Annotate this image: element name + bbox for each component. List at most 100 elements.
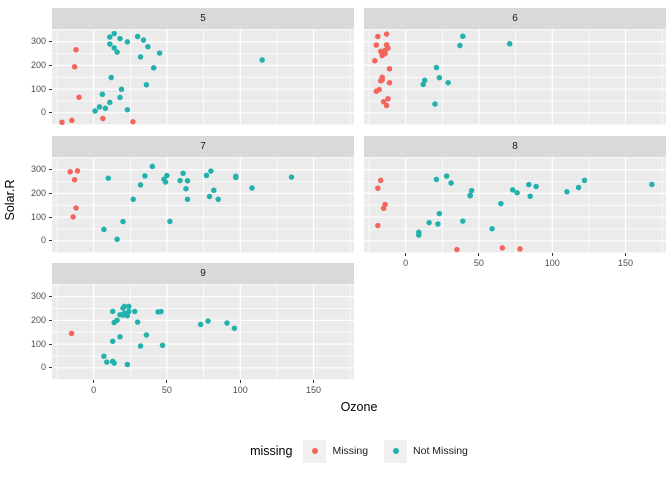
facet-strip: 8 [364,136,666,157]
data-point-not-missing [137,54,144,60]
data-point-not-missing [130,196,136,203]
facet-strip: 6 [364,8,666,29]
data-point-not-missing [259,57,265,63]
data-point-missing [100,115,106,122]
missing-point-swatch [311,448,318,454]
data-point-not-missing [107,34,113,40]
data-point-not-missing [184,196,191,203]
facet-strip: 9 [52,263,354,284]
x-axis-title: Ozone [340,400,378,414]
legend-key-missing [303,439,327,463]
data-point-missing [386,79,393,86]
x-axis-tick [166,380,168,383]
data-point-not-missing [288,174,295,180]
x-axis-tick [313,380,315,383]
data-point-not-missing [211,187,217,194]
data-point-not-missing [533,183,539,190]
data-point-missing [76,94,82,100]
facet-panel [52,29,354,125]
data-point-missing [385,45,391,51]
y-axis-tick [49,240,52,242]
data-point-not-missing [102,105,109,112]
y-axis-tick [49,367,52,369]
facet-7: 7 0 100 200 300 [31,136,354,253]
y-axis-tick-label: 100 [30,338,46,349]
data-point-not-missing [104,359,110,365]
data-point-not-missing [111,30,117,37]
data-point-not-missing [159,342,166,349]
data-point-missing [517,246,523,252]
data-point-not-missing [120,312,126,318]
data-point-not-missing [149,163,156,170]
data-point-not-missing [143,332,150,338]
data-point-not-missing [526,181,532,188]
data-point-not-missing [426,219,432,226]
data-point-not-missing [432,101,438,107]
data-point-not-missing [506,41,513,47]
y-axis-tick [49,343,52,345]
y-axis-tick [49,216,52,218]
y-axis-tick-label: 200 [30,187,46,198]
data-point-not-missing [416,229,422,236]
data-point-missing [383,102,390,109]
y-axis-tick [49,169,52,171]
facet-strip-label: 7 [200,141,206,152]
data-point-not-missing [140,37,147,43]
data-point-not-missing [107,41,113,47]
facet-strip: 5 [52,8,354,29]
data-point-missing [73,47,79,53]
y-axis-title: Solar.R [3,179,17,221]
data-point-missing [385,96,391,102]
data-point-not-missing [158,308,164,315]
data-point-not-missing [134,33,141,40]
data-point-missing [74,168,81,174]
y-axis-tick [49,41,52,43]
x-axis-tick-label: 50 [161,385,172,395]
data-point-not-missing [460,218,466,224]
data-point-missing [375,185,381,191]
data-point-not-missing [206,193,213,200]
x-axis-tick-label: 0 [403,258,409,268]
data-point-missing [382,201,388,208]
data-point-not-missing [233,173,239,180]
y-axis-tick [49,296,52,298]
data-point-missing [67,169,73,175]
data-point-not-missing [117,334,123,340]
data-point-missing [373,42,380,48]
legend-key-not-missing [384,439,408,463]
data-point-not-missing [137,182,144,188]
data-point-missing [70,214,76,220]
facet-9: 9 0 100 200 300 0 50 100 150 [31,263,354,395]
data-point-not-missing [126,303,132,310]
data-point-missing [68,330,75,337]
y-axis-tick-label: 100 [30,211,46,222]
data-point-missing [69,117,75,124]
y-axis-tick-label: 300 [30,36,46,47]
legend-item-missing: Missing [303,439,368,463]
x-axis-tick [625,253,627,256]
facet-panel [52,157,354,253]
x-axis-tick-label: 150 [306,385,322,395]
data-point-not-missing [564,188,570,195]
data-point-not-missing [468,187,475,194]
data-point-not-missing [101,226,107,233]
x-axis-tick-label: 100 [232,385,248,395]
data-point-missing [377,177,384,184]
x-axis-tick-label: 100 [544,258,560,268]
facet-strip-label: 6 [512,13,518,24]
x-axis-tick [551,253,553,256]
data-point-not-missing [109,308,116,315]
facet-panel [364,157,666,253]
data-point-not-missing [143,82,150,88]
y-axis-tick-label: 200 [30,59,46,70]
y-axis-tick [49,112,52,114]
data-point-not-missing [114,236,120,242]
data-point-not-missing [208,168,214,174]
facet-8: 8 0 50 100 150 [364,136,666,268]
x-axis-tick-label: 150 [618,258,634,268]
data-point-not-missing [137,343,144,349]
data-point-not-missing [649,181,655,188]
data-point-not-missing [509,187,516,193]
y-axis-tick-label: 0 [40,235,46,246]
x-axis-tick-label: 0 [91,385,97,395]
